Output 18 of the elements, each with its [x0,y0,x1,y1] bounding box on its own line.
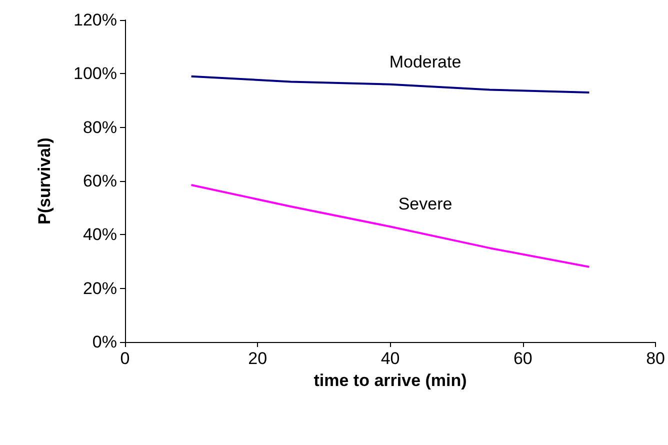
line-series [190,75,590,94]
series-label: Severe [398,194,452,214]
line-series [190,184,590,268]
y-tick-label: 20% [82,278,117,298]
x-tick-label: 40 [380,349,400,368]
x-tick-label: 80 [646,349,666,368]
y-axis-title: P(survival) [35,138,54,224]
y-tick-label: 100% [74,64,117,84]
y-tick-label: 80% [82,118,117,137]
x-tick-label: 60 [513,349,532,368]
x-axis-title: time to arrive (min) [314,371,467,390]
y-tick-label: 40% [82,225,117,244]
series-label: Moderate [389,52,462,72]
y-tick-label: 0% [92,332,117,352]
x-tick-label: 0 [120,349,130,368]
x-tick-label: 20 [248,349,268,368]
y-tick-label: 60% [82,172,117,190]
y-tick-label: 120% [74,10,117,30]
